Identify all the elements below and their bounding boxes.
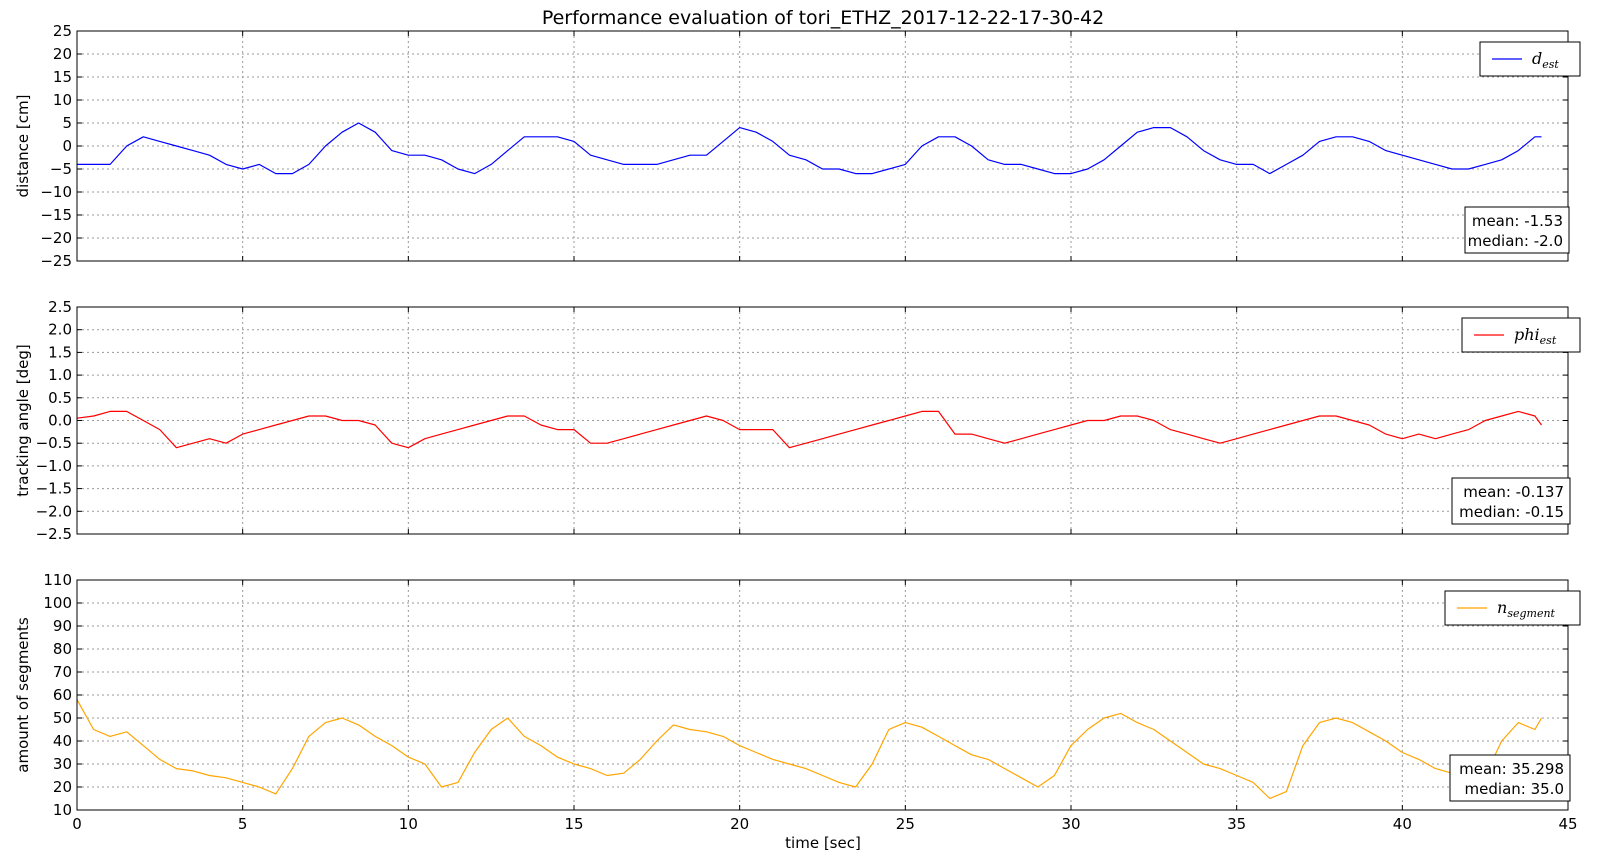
y-tick-label: 0 (62, 137, 72, 155)
y-tick-label: 110 (43, 571, 72, 589)
y-axis-label: tracking angle [deg] (14, 344, 32, 497)
legend: nsegment (1444, 590, 1581, 626)
legend-entry: phiest (1514, 325, 1557, 347)
y-tick-label: −2.0 (36, 502, 72, 520)
stats-box: mean: 35.298 median: 35.0 (1449, 754, 1571, 802)
plot-frame (76, 30, 1569, 262)
x-tick-label: 0 (72, 815, 82, 833)
x-axis-label: time [sec] (785, 834, 861, 852)
y-tick-label: −5 (50, 160, 72, 178)
y-tick-label: 0.5 (48, 389, 72, 407)
legend-box (1444, 590, 1581, 626)
y-tick-label: 70 (53, 663, 72, 681)
y-tick-label: −25 (40, 252, 72, 270)
y-axis-label: distance [cm] (14, 95, 32, 198)
y-tick-label: −2.5 (36, 525, 72, 543)
stats-median: median: -2.0 (1468, 232, 1563, 250)
stats-median: median: 35.0 (1465, 780, 1564, 798)
y-tick-label: 20 (53, 778, 72, 796)
y-tick-label: 15 (53, 68, 72, 86)
y-tick-label: −20 (40, 229, 72, 247)
stats-mean: mean: -1.53 (1472, 212, 1563, 230)
stats-frame (1451, 477, 1571, 525)
plot-frame (76, 306, 1569, 535)
y-tick-label: −10 (40, 183, 72, 201)
x-tick-label: 35 (1227, 815, 1246, 833)
y-tick-label: 20 (53, 45, 72, 63)
y-tick-label: 80 (53, 640, 72, 658)
y-tick-label: 1.0 (48, 366, 72, 384)
y-tick-label: 5 (62, 114, 72, 132)
stats-median: median: -0.15 (1459, 503, 1564, 521)
y-tick-label: 2.0 (48, 321, 72, 339)
y-tick-label: 100 (43, 594, 72, 612)
stats-mean: mean: 35.298 (1459, 760, 1564, 778)
y-tick-label: 10 (53, 801, 72, 819)
legend-entry-main: d (1532, 49, 1542, 68)
legend-entry-main: n (1497, 598, 1507, 617)
stats-frame (1449, 754, 1571, 802)
x-tick-label: 30 (1061, 815, 1080, 833)
y-tick-label: 10 (53, 91, 72, 109)
legend-entry: nsegment (1497, 598, 1556, 620)
legend: phiest (1461, 317, 1581, 353)
x-tick-label: 15 (564, 815, 583, 833)
stats-box: mean: -0.137 median: -0.15 (1451, 477, 1571, 525)
legend-entry-subscript: segment (1507, 607, 1555, 620)
figure-title: Performance evaluation of tori_ETHZ_2017… (542, 7, 1104, 29)
subplot-3: 10 20 30 40 50 60 70 80 90 100 110 0 5 10 15 20 25 30 35 40… (14, 571, 1581, 833)
x-tick-label: 20 (730, 815, 749, 833)
y-axis-label: amount of segments (14, 617, 32, 773)
y-tick-label: 0.0 (48, 412, 72, 430)
y-tick-label: 30 (53, 755, 72, 773)
x-tick-label: 40 (1393, 815, 1412, 833)
legend-entry: dest (1532, 49, 1559, 71)
x-tick-label: 25 (896, 815, 915, 833)
x-tick-label: 45 (1558, 815, 1577, 833)
y-tick-label: 1.5 (48, 343, 72, 361)
subplot-2: −2.5 −2.0 −1.5 −1.0 −0.5 0.0 0.5 1.0 1.5 2.0 2.5 tr… (14, 298, 1581, 543)
y-tick-label: −15 (40, 206, 72, 224)
y-tick-label: 40 (53, 732, 72, 750)
plot-frame (76, 579, 1569, 811)
series-line-phi (76, 410, 1542, 449)
y-tick-label: 25 (53, 22, 72, 40)
stats-frame (1464, 206, 1570, 254)
legend-entry-main: phi (1514, 325, 1540, 344)
stats-mean: mean: -0.137 (1463, 483, 1564, 501)
series-line-d (77, 122, 1542, 175)
y-tick-label: −0.5 (36, 434, 72, 452)
subplot-1: −25 −20 −15 −10 −5 0 5 10 15 20 25 distance [cm] des… (14, 22, 1581, 270)
legend-entry-subscript: est (1542, 58, 1559, 71)
y-tick-label: −1.5 (36, 480, 72, 498)
series-line-n (76, 699, 1543, 800)
y-tick-label: 90 (53, 617, 72, 635)
y-tick-label: 50 (53, 709, 72, 727)
x-tick-label: 10 (399, 815, 418, 833)
y-tick-label: 60 (53, 686, 72, 704)
stats-box: mean: -1.53 median: -2.0 (1464, 206, 1570, 254)
x-tick-label: 5 (238, 815, 248, 833)
legend: dest (1479, 41, 1581, 77)
y-tick-label: 2.5 (48, 298, 72, 316)
y-tick-label: −1.0 (36, 457, 72, 475)
legend-entry-subscript: est (1540, 334, 1557, 347)
